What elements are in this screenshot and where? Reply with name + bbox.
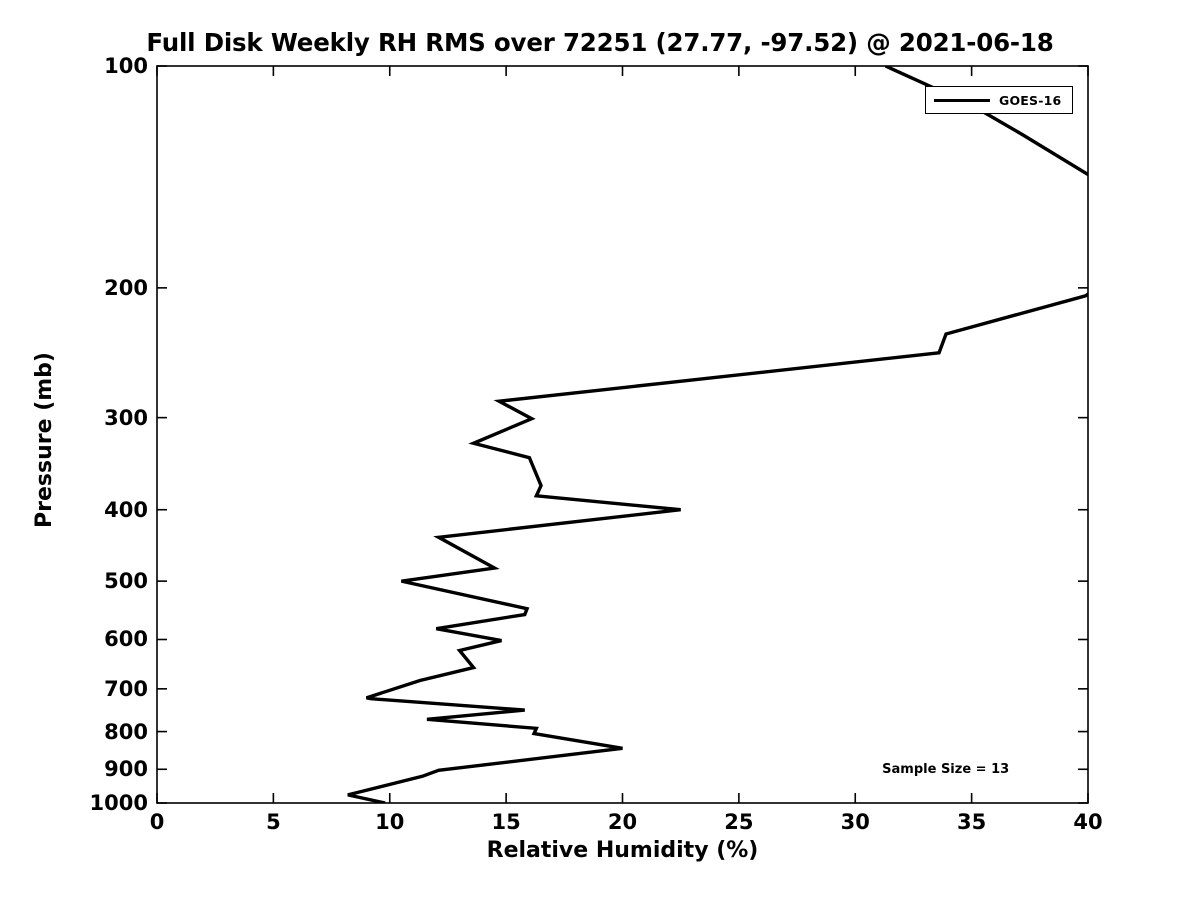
y-tick-label: 700	[104, 676, 148, 701]
legend-label-goes16: GOES-16	[999, 92, 1062, 108]
series-line-goes-16	[347, 66, 1088, 803]
y-tick-label: 600	[104, 627, 148, 652]
y-tick-label: 1000	[89, 791, 148, 815]
chart-title: Full Disk Weekly RH RMS over 72251 (27.7…	[146, 28, 1054, 57]
x-tick-label: 25	[724, 810, 754, 834]
data-series-group	[347, 66, 1088, 803]
axes-frame	[156, 65, 1089, 804]
x-tick-label: 0	[149, 810, 165, 834]
legend-line-swatch-goes16	[934, 98, 990, 102]
x-tick-label: 15	[491, 810, 521, 834]
y-tick-label: 500	[104, 569, 148, 594]
legend[interactable]: GOES-16	[925, 86, 1073, 114]
y-tick-label: 100	[104, 54, 148, 78]
y-tick-label: 800	[104, 719, 148, 744]
x-tick-label: 20	[607, 810, 638, 834]
x-tick-label: 35	[957, 810, 987, 834]
x-tick-label: 10	[375, 810, 405, 834]
y-tick-label: 900	[104, 757, 148, 782]
x-tick-label: 5	[266, 810, 281, 834]
y-tick-label: 200	[104, 275, 148, 300]
x-tick-label: 40	[1073, 810, 1103, 834]
x-tick-label: 30	[840, 810, 870, 834]
axis-tick-marks	[156, 65, 1089, 804]
y-tick-label: 300	[104, 405, 148, 430]
sample-size-annotation: Sample Size = 13	[882, 762, 1010, 778]
x-axis-label: Relative Humidity (%)	[486, 838, 759, 863]
y-tick-label: 400	[104, 497, 148, 522]
